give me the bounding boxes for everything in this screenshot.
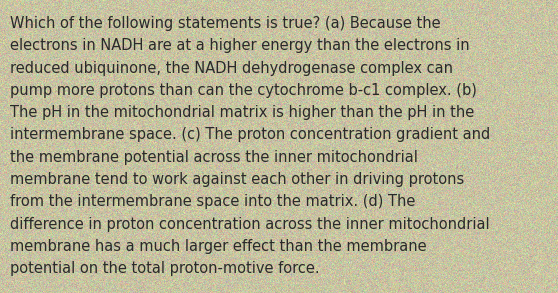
- Text: membrane has a much larger effect than the membrane: membrane has a much larger effect than t…: [10, 239, 427, 254]
- Text: potential on the total proton-motive force.: potential on the total proton-motive for…: [10, 261, 320, 276]
- Text: intermembrane space. (c) The proton concentration gradient and: intermembrane space. (c) The proton conc…: [10, 127, 490, 142]
- Text: from the intermembrane space into the matrix. (d) The: from the intermembrane space into the ma…: [10, 194, 415, 209]
- Text: The pH in the mitochondrial matrix is higher than the pH in the: The pH in the mitochondrial matrix is hi…: [10, 105, 474, 120]
- Text: the membrane potential across the inner mitochondrial: the membrane potential across the inner …: [10, 150, 418, 165]
- Text: membrane tend to work against each other in driving protons: membrane tend to work against each other…: [10, 172, 464, 187]
- Text: reduced ubiquinone, the NADH dehydrogenase complex can: reduced ubiquinone, the NADH dehydrogena…: [10, 61, 453, 76]
- Text: Which of the following statements is true? (a) Because the: Which of the following statements is tru…: [10, 16, 441, 31]
- Text: difference in proton concentration across the inner mitochondrial: difference in proton concentration acros…: [10, 217, 490, 231]
- Text: electrons in NADH are at a higher energy than the electrons in: electrons in NADH are at a higher energy…: [10, 38, 470, 53]
- Text: pump more protons than can the cytochrome b-c1 complex. (b): pump more protons than can the cytochrom…: [10, 83, 477, 98]
